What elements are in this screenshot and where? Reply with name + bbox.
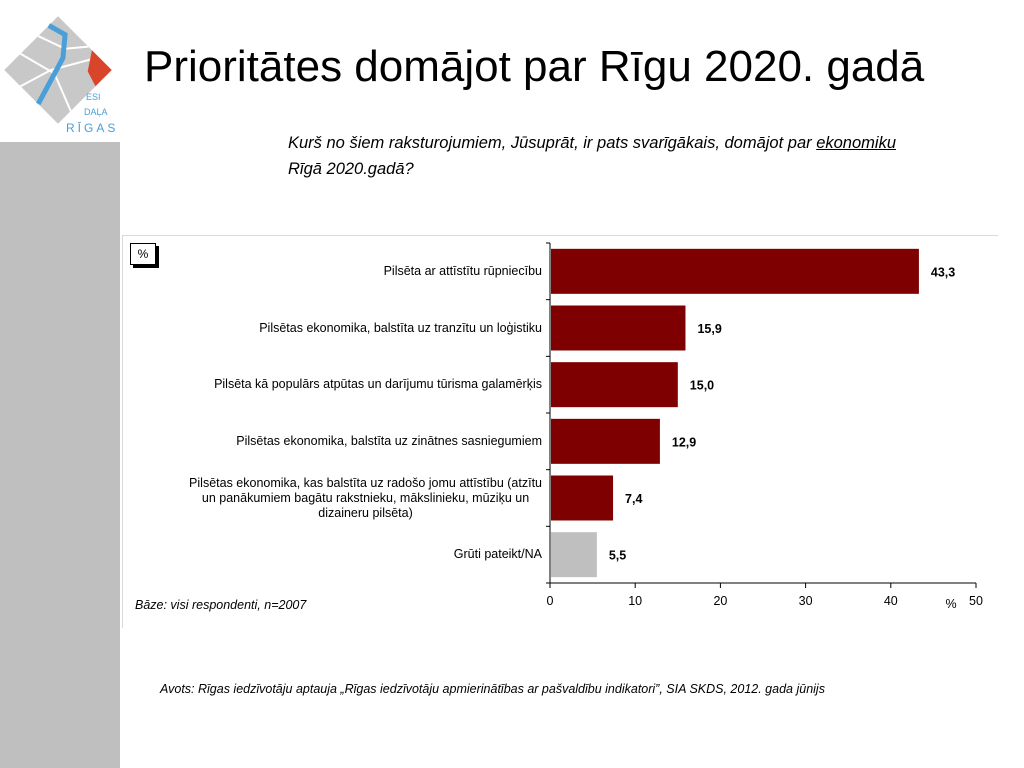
question-text-after: Rīgā 2020.gadā?: [288, 160, 414, 178]
category-label: Pilsētas ekonomika, balstīta uz tranzītu…: [259, 321, 542, 336]
category-label-line: Pilsēta ar attīstītu rūpniecību: [383, 263, 542, 278]
logo-text-dala: DAĻA: [84, 107, 108, 117]
bar-value-label: 43,3: [931, 265, 955, 279]
x-axis-unit-label: %: [945, 597, 956, 611]
bar-value-label: 5,5: [609, 549, 626, 563]
category-label-line: un panākumiem bagātu rakstnieku, mākslin…: [201, 490, 530, 505]
esi-dala-rigas-logo: ESI DAĻA RĪGAS: [4, 16, 118, 135]
source-note: Avots: Rīgas iedzīvotāju aptauja „Rīgas …: [160, 682, 825, 696]
category-label-line: Pilsētas ekonomika, kas balstīta uz rado…: [189, 475, 542, 490]
bar-value-label: 15,0: [690, 379, 714, 393]
bar-value-label: 15,9: [697, 322, 721, 336]
x-tick-label: 40: [884, 594, 898, 608]
category-label-line: Pilsētas ekonomika, balstīta uz tranzītu…: [259, 320, 542, 335]
x-tick-label: 50: [969, 594, 983, 608]
x-tick-label: 20: [713, 594, 727, 608]
bar-value-label: 7,4: [625, 492, 642, 506]
x-tick-label: 0: [547, 594, 554, 608]
question-text-before: Kurš no šiem raksturojumiem, Jūsuprāt, i…: [288, 134, 817, 152]
category-label: Pilsēta ar attīstītu rūpniecību: [384, 264, 542, 279]
category-label-line: dizaineru pilsēta): [318, 505, 413, 520]
category-label: Pilsētas ekonomika, balstīta uz zinātnes…: [236, 434, 542, 449]
category-label-line: Pilsēta kā populārs atpūtas un darījumu …: [214, 377, 542, 392]
survey-question: Kurš no šiem raksturojumiem, Jūsuprāt, i…: [288, 130, 928, 182]
category-label-line: Grūti pateikt/NA: [453, 547, 542, 562]
bar-value-label: 12,9: [672, 435, 696, 449]
bar: [551, 305, 686, 351]
logo-text-esi: ESI: [86, 92, 101, 102]
base-note: Bāze: visi respondenti, n=2007: [135, 598, 307, 612]
category-label: Grūti pateikt/NA: [454, 547, 542, 562]
bar: [551, 532, 597, 578]
x-tick-label: 10: [628, 594, 642, 608]
chart-frame: [122, 235, 998, 628]
left-decorative-bar: [0, 142, 120, 768]
bar: [551, 362, 678, 408]
bar: [551, 248, 919, 294]
category-label-line: Pilsētas ekonomika, balstīta uz zinātnes…: [236, 433, 542, 448]
bar: [551, 418, 660, 464]
question-keyword: ekonomiku: [816, 134, 896, 152]
logo-text-rigas: RĪGAS: [66, 121, 118, 135]
slide-title: Prioritātes domājot par Rīgu 2020. gadā: [144, 42, 925, 91]
unit-box: %: [130, 243, 156, 265]
bar: [551, 475, 614, 521]
category-label: Pilsētas ekonomika, kas balstīta uz rado…: [189, 476, 542, 521]
x-tick-label: 30: [799, 594, 813, 608]
category-label: Pilsēta kā populārs atpūtas un darījumu …: [214, 377, 542, 392]
